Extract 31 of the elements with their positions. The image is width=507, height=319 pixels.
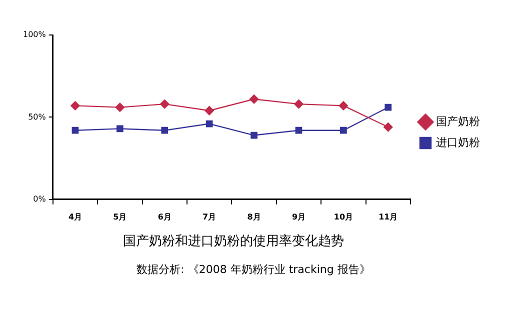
x-tick-label: 8月 — [247, 212, 261, 222]
point — [70, 101, 80, 110]
x-tick-label: 6月 — [158, 212, 172, 222]
y-tick-label: 0% — [33, 194, 46, 204]
point — [340, 126, 347, 134]
point — [116, 125, 124, 132]
point — [204, 106, 214, 116]
x-tick-label: 7月 — [202, 212, 216, 222]
point — [384, 104, 392, 111]
x-tick-label: 4月 — [68, 212, 82, 222]
x-tick-label: 11月 — [378, 212, 398, 222]
point — [115, 102, 125, 112]
point — [72, 126, 79, 134]
point — [384, 122, 393, 132]
point — [161, 126, 168, 134]
text: 国产奶粉和进口奶粉的使用率变化趋势 — [122, 233, 345, 250]
y-tick-label: 100% — [22, 30, 46, 40]
x-tick-label: 5月 — [113, 212, 127, 222]
x-tick-label: 9月 — [292, 212, 306, 222]
point — [295, 126, 302, 134]
x-tick-label: 10月 — [334, 212, 354, 222]
legend-label: 国产奶粉 — [436, 114, 480, 128]
point — [250, 132, 258, 139]
point — [249, 94, 259, 104]
point — [338, 101, 348, 110]
text: 数据分析: 《2008 年奶粉行业 tracking 报告》 — [136, 262, 372, 277]
y-tick-label: 50% — [28, 112, 46, 122]
point — [160, 99, 170, 109]
legend-label: 进口奶粉 — [436, 136, 480, 149]
point — [294, 99, 304, 109]
point — [206, 120, 213, 128]
